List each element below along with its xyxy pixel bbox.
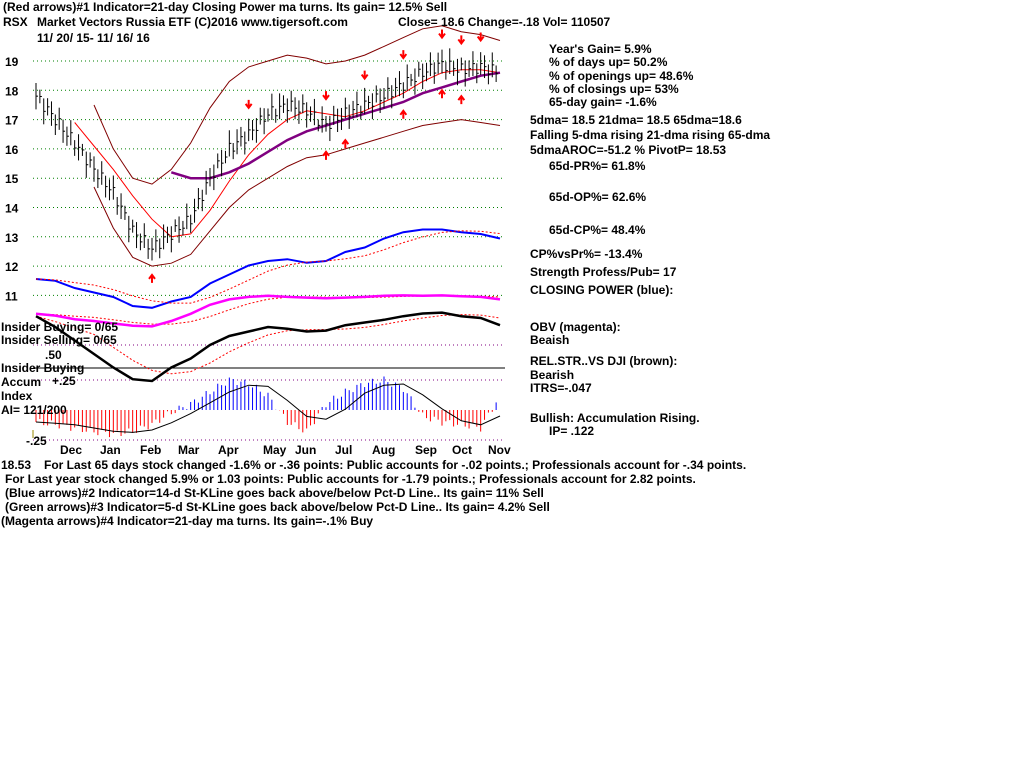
symbol: RSX bbox=[3, 15, 28, 29]
price-tick-label: 11 bbox=[5, 289, 18, 303]
sell-arrow bbox=[244, 99, 253, 110]
lower-band-line bbox=[93, 119, 501, 267]
cp-vs-pr: CP%vsPr%= -13.4% bbox=[530, 247, 643, 261]
aroc-pivot: 5dmaAROC=-51.2 % PivotP= 18.53 bbox=[530, 143, 727, 157]
insider-buying: Insider Buying= 0/65 bbox=[1, 320, 119, 334]
buy-arrow bbox=[457, 94, 466, 105]
price-tick-label: 15 bbox=[5, 172, 19, 186]
month-label-jan: Jan bbox=[100, 443, 121, 457]
buy-arrow bbox=[438, 88, 446, 99]
accum-tick-label: .50 bbox=[45, 348, 62, 362]
closing-power-label: CLOSING POWER (blue): bbox=[530, 283, 674, 297]
month-label-aug: Aug bbox=[372, 443, 395, 457]
closings-up: % of closings up= 53% bbox=[549, 82, 679, 96]
month-label-may: May bbox=[263, 443, 287, 457]
relstr-line bbox=[35, 311, 501, 383]
pr-65: 65d-PR%= 61.8% bbox=[549, 159, 646, 173]
obv-ma-line bbox=[35, 295, 501, 325]
indicator-3: (Green arrows)#3 Indicator=5-d St-KLine … bbox=[5, 500, 550, 514]
date-range: 11/ 20/ 15- 11/ 16/ 16 bbox=[37, 31, 150, 45]
price-tick-label: 13 bbox=[5, 231, 19, 245]
buy-arrow bbox=[148, 273, 156, 283]
price-tick-label: 19 bbox=[5, 55, 19, 69]
ip-value: IP= .122 bbox=[549, 424, 595, 438]
ai-value: AI= 121/200 bbox=[1, 403, 67, 417]
month-label-oct: Oct bbox=[452, 443, 472, 457]
buy-arrow bbox=[341, 138, 350, 149]
ma21-line bbox=[74, 69, 501, 238]
sell-arrow bbox=[438, 29, 446, 40]
month-label-dec: Dec bbox=[60, 443, 82, 457]
relstr-ma-line bbox=[35, 314, 501, 375]
relstr-status: Bearish bbox=[530, 368, 575, 382]
days-up: % of days up= 50.2% bbox=[549, 55, 668, 69]
accum-tick-label: -.25 bbox=[26, 434, 47, 448]
accum-label: Accum bbox=[1, 375, 42, 389]
cp-65: 65d-CP%= 48.4% bbox=[549, 223, 646, 237]
sell-arrow bbox=[399, 50, 408, 60]
gain-65: 65-day gain= -1.6% bbox=[549, 95, 657, 109]
closing-power-line bbox=[35, 228, 501, 309]
month-label-sep: Sep bbox=[415, 443, 437, 457]
month-label-nov: Nov bbox=[488, 443, 511, 457]
index-label: Index bbox=[1, 389, 33, 403]
pivot-price: 18.53 bbox=[1, 458, 32, 472]
closing-power-ma-line bbox=[35, 230, 501, 304]
indicator-2: (Blue arrows)#2 Indicator=14-d St-KLine … bbox=[5, 486, 544, 500]
sell-arrow bbox=[476, 32, 485, 43]
accumulation-status: Bullish: Accumulation Rising. bbox=[530, 411, 700, 425]
sell-arrow bbox=[457, 35, 466, 46]
obv-label: OBV (magenta): bbox=[530, 320, 621, 334]
price-tick-label: 18 bbox=[5, 84, 19, 98]
indicator-4: (Magenta arrows)#4 Indicator=21-day ma t… bbox=[1, 514, 374, 528]
price-tick-label: 12 bbox=[5, 260, 19, 274]
indicator-1-title: (Red arrows)#1 Indicator=21-day Closing … bbox=[3, 0, 448, 14]
sell-arrow bbox=[322, 91, 330, 101]
insider-selling: Insider Selling= 0/65 bbox=[1, 333, 117, 347]
buy-arrow bbox=[322, 150, 330, 160]
footer-line-65day: For Last 65 days stock changed -1.6% or … bbox=[44, 458, 747, 472]
strength-profess-pub: Strength Profess/Pub= 17 bbox=[530, 265, 677, 279]
price-tick-label: 16 bbox=[5, 143, 19, 157]
obv-line bbox=[35, 294, 501, 328]
month-label-mar: Mar bbox=[178, 443, 200, 457]
years-gain: Year's Gain= 5.9% bbox=[549, 42, 652, 56]
buy-arrow bbox=[399, 109, 408, 119]
relstr-label: REL.STR..VS DJI (brown): bbox=[530, 354, 678, 368]
dma-values: 5dma= 18.5 21dma= 18.5 65dma=18.6 bbox=[530, 113, 742, 127]
ma65-line bbox=[170, 71, 501, 180]
insider-buying-label: Insider Buying bbox=[1, 361, 85, 375]
itrs-value: ITRS=-.047 bbox=[530, 381, 592, 395]
footer-line-year: For Last year stock changed 5.9% or 1.03… bbox=[5, 472, 696, 486]
month-label-jun: Jun bbox=[295, 443, 316, 457]
month-label-jul: Jul bbox=[335, 443, 352, 457]
upper-band-line bbox=[93, 25, 501, 185]
dma-trend: Falling 5-dma rising 21-dma rising 65-dm… bbox=[530, 128, 771, 142]
accumulation-ma-line bbox=[35, 383, 501, 433]
close-info: Close= 18.6 Change=-.18 Vol= 110507 bbox=[398, 15, 611, 29]
sell-arrow bbox=[360, 70, 369, 81]
obv-status: Beaish bbox=[530, 333, 570, 347]
security-name: Market Vectors Russia ETF (C)2016 www.ti… bbox=[37, 15, 348, 29]
price-tick-label: 17 bbox=[5, 114, 19, 128]
month-label-feb: Feb bbox=[140, 443, 161, 457]
price-tick-label: 14 bbox=[5, 202, 19, 216]
month-label-apr: Apr bbox=[218, 443, 239, 457]
op-65: 65d-OP%= 62.6% bbox=[549, 190, 647, 204]
openings-up: % of openings up= 48.6% bbox=[549, 69, 694, 83]
accum-tick-label: +.25 bbox=[52, 374, 76, 388]
